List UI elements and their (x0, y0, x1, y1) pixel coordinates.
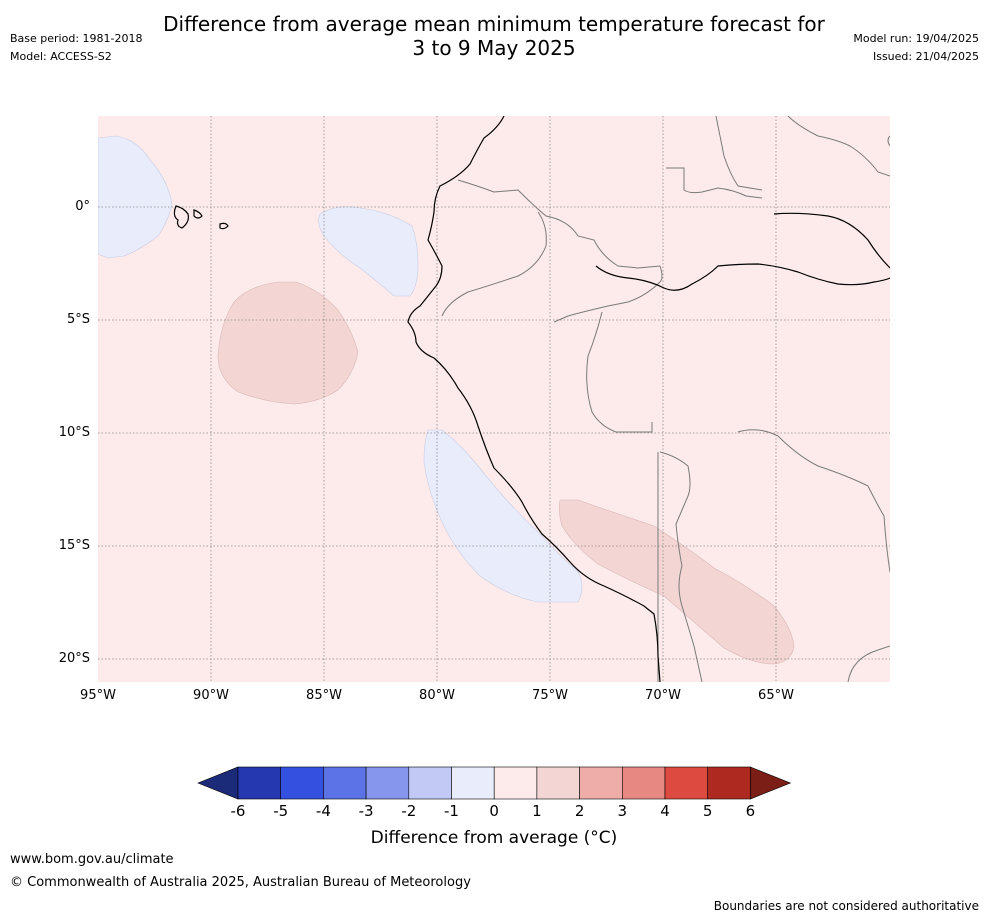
colorbar-tick-label: -4 (316, 802, 331, 820)
lon-label-95w: 95°W (80, 688, 116, 703)
colorbar-tick-label: 2 (575, 802, 585, 820)
meta-left: Base period: 1981-2018 Model: ACCESS-S2 (10, 30, 142, 66)
colorbar-swatch (408, 766, 452, 800)
lat-label-5s: 5°S (66, 312, 90, 327)
colorbar-swatch (237, 766, 282, 800)
model-run: Model run: 19/04/2025 (853, 32, 979, 45)
lon-label-90w: 90°W (193, 688, 229, 703)
colorbar-tick-label: 5 (703, 802, 713, 820)
colorbar-title: Difference from average (°C) (370, 828, 618, 848)
colorbar-tick-label: -2 (401, 802, 416, 820)
meta-right: Model run: 19/04/2025 Issued: 21/04/2025 (853, 30, 979, 66)
colorbar-swatch (365, 766, 410, 800)
lon-label-70w: 70°W (645, 688, 681, 703)
map-title: Difference from average mean minimum tem… (0, 12, 988, 60)
colorbar-swatch (536, 766, 580, 800)
colorbar: -6 -5 -4 -3 -2 -1 0 1 2 3 4 5 6 (197, 766, 792, 820)
lat-label-20s: 20°S (58, 651, 90, 666)
colorbar-tick-label: 1 (532, 802, 542, 820)
colorbar-tick-label: 6 (746, 802, 756, 820)
colorbar-tick-label: -5 (273, 802, 288, 820)
region-neg1-to-0-south (423, 429, 583, 603)
coastlines (173, 116, 890, 682)
region-neg1-to-0-west (98, 135, 173, 259)
lon-label-65w: 65°W (758, 688, 794, 703)
footer-note: Boundaries are not considered authoritat… (713, 899, 979, 913)
lat-label-0: 0° (75, 199, 90, 214)
lon-label-80w: 80°W (419, 688, 455, 703)
colorbar-swatch (323, 766, 367, 800)
colorbar-tick-label: -1 (444, 802, 459, 820)
title-line-2: 3 to 9 May 2025 (412, 36, 576, 60)
colorbar-swatch (579, 766, 623, 800)
lon-label-75w: 75°W (532, 688, 568, 703)
colorbar-tick-label: 3 (618, 802, 628, 820)
colorbar-swatch (664, 766, 709, 800)
colorbar-swatch (493, 766, 538, 800)
base-period: Base period: 1981-2018 (10, 32, 143, 45)
model-name: Model: ACCESS-S2 (10, 50, 112, 63)
region-0-to-1 (98, 116, 890, 682)
colorbar-tick-label: 0 (489, 802, 499, 820)
footer-copyright: © Commonwealth of Australia 2025, Austra… (10, 875, 471, 890)
lat-label-10s: 10°S (58, 425, 90, 440)
footer-url: www.bom.gov.au/climate (10, 852, 174, 867)
colorbar-extend-high (750, 766, 792, 800)
colorbar-tick-label: -6 (231, 802, 246, 820)
map-panel (98, 116, 890, 682)
colorbar-tick-label: -3 (359, 802, 374, 820)
region-neg1-to-0-central (318, 206, 419, 297)
colorbar-swatch (280, 766, 324, 800)
colorbar-swatch (451, 766, 495, 800)
title-line-1: Difference from average mean minimum tem… (163, 12, 825, 36)
region-1-to-2-west (217, 281, 359, 405)
colorbar-tick-label: 4 (660, 802, 670, 820)
lon-label-85w: 85°W (306, 688, 342, 703)
colorbar-swatch (707, 766, 751, 800)
colorbar-swatch (621, 766, 666, 800)
lat-label-15s: 15°S (58, 538, 90, 553)
graticule (98, 116, 890, 682)
region-1-to-2-south (559, 499, 795, 665)
colorbar-extend-low (197, 766, 239, 800)
issued-date: Issued: 21/04/2025 (872, 50, 979, 63)
